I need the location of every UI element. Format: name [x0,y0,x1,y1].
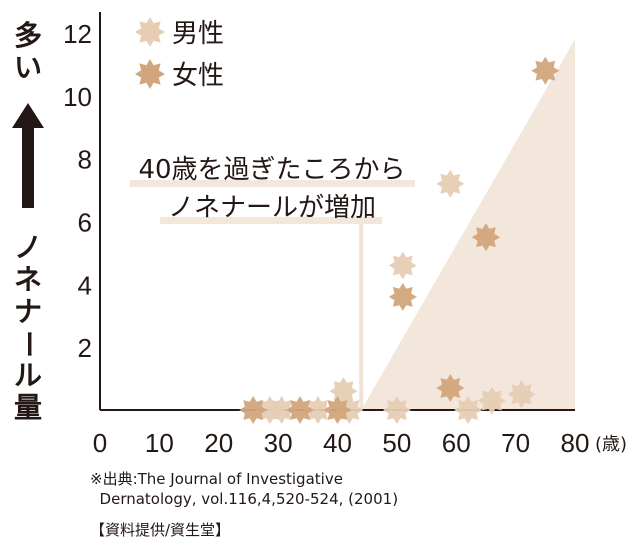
annotation-underline-1 [130,180,415,187]
data-point-male [507,380,536,409]
x-tick-label: 50 [382,428,411,458]
annotation-underline-2 [160,217,382,224]
data-point-male [477,386,506,415]
data-point-female [388,282,417,311]
data-point-male [454,396,483,424]
data-point-male [303,396,332,424]
annotation-line-1: 40歳を過ぎたころから [138,155,405,185]
y-label-char: ル [13,359,42,392]
legend-marker-male [135,17,165,47]
data-point-male [329,377,358,406]
source-line-2: Dernatology, vol.116,4,520-524, (2001) [90,490,399,508]
y-label-char: ネ [13,263,42,296]
y-axis-label: ノネナール量 [10,232,46,424]
data-point-male [436,169,465,198]
data-point-female [239,396,268,424]
y-label-char: ノ [13,231,42,264]
credit: 【資料提供/資生堂】 [90,521,231,539]
data-point-male [388,251,417,280]
x-tick-label: 40 [323,428,352,458]
trend-region [361,39,575,411]
data-point-male [267,396,296,424]
x-tick-label: 0 [93,428,107,458]
x-tick-label: 30 [264,428,293,458]
y-label-char: ナ [13,295,42,328]
x-axis-unit: (歳) [595,434,627,455]
data-point-female [531,56,560,85]
x-tick-label: 70 [501,428,530,458]
y-tick-label: 10 [63,82,92,112]
x-tick-label: 20 [204,428,233,458]
y-tick-label: 4 [78,270,92,300]
up-arrow-icon [12,103,44,208]
y-tick-label: 8 [78,145,92,175]
x-tick-label: 80 [561,428,590,458]
y-tick-label: 12 [63,19,92,49]
x-tick-label: 10 [145,428,174,458]
data-point-male [382,396,411,424]
legend-label: 女性 [172,61,224,91]
y-label-char: ー [12,329,45,358]
annotation-leader [359,218,364,410]
y-label-char: 量 [13,391,42,424]
annotation-line-2: ノネナールが増加 [168,193,376,223]
data-point-female [471,223,500,252]
source-line-1: ※出典:The Journal of Investigative [90,470,343,488]
legend-marker-female [135,59,165,89]
data-point-female [286,396,315,424]
y-label-top: 多い [13,19,42,84]
y-tick-label: 6 [78,208,92,238]
data-point-female [436,374,465,402]
y-tick-label: 2 [78,333,92,363]
x-tick-label: 60 [442,428,471,458]
data-point-female [323,396,352,424]
legend-label: 男性 [172,19,224,49]
